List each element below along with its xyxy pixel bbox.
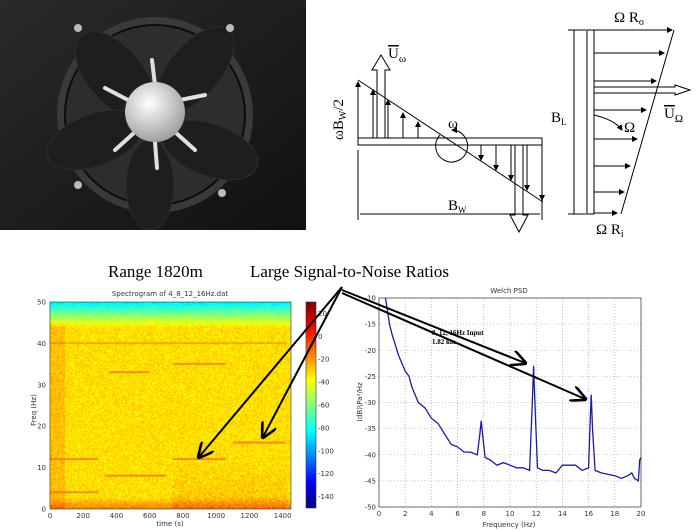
psd-ytick: -45 — [365, 477, 376, 485]
colorbar-tick: -40 — [318, 379, 329, 387]
spectrogram-ytick: 30 — [37, 381, 46, 389]
spectrogram-ytick: 10 — [37, 464, 46, 472]
psd-xtick: 2 — [403, 510, 407, 518]
fan-hub — [125, 82, 185, 142]
omega-ro-label: Ω Ro — [614, 10, 644, 28]
colorbar-tick: -60 — [318, 402, 329, 410]
range-label: Range 1820m — [108, 262, 203, 281]
psd-xtick: 16 — [584, 510, 593, 518]
down-arrow — [509, 145, 529, 234]
psd-xtick: 12 — [532, 510, 541, 518]
psd-xtick: 6 — [455, 510, 460, 518]
psd-ytick: -40 — [365, 451, 376, 459]
spectrogram-ytick: 0 — [42, 506, 46, 514]
psd-title: Welch PSD — [490, 287, 527, 295]
psd-ytick: -50 — [365, 504, 376, 512]
velocity-diagram: Uω ωBW/2 ω BW BL Ω Ro Ω Ri UΩ Ω — [331, 10, 692, 240]
psd-chart: Welch PSD Frequency (Hz) (dB)\Pa²/Hz 0 2 4… — [356, 287, 646, 529]
psd-series-line — [384, 297, 642, 483]
spectrogram-xtick: 1400 — [274, 512, 292, 520]
colorbar-tick: 20 — [318, 310, 327, 318]
psd-xtick: 0 — [377, 510, 381, 518]
bl-label: BL — [551, 110, 567, 127]
u-Omega-arrow — [594, 84, 692, 96]
blade-plate — [357, 137, 543, 146]
colorbar-tick: 0 — [318, 333, 322, 341]
psd-ytick: -30 — [365, 399, 376, 407]
psd-note-2: 1.82 km — [432, 338, 456, 346]
blade-side — [586, 29, 595, 215]
psd-xtick: 8 — [482, 510, 486, 518]
psd-xtick: 4 — [429, 510, 434, 518]
psd-xlabel: Frequency (Hz) — [483, 521, 536, 529]
u-Omega-label: UΩ — [664, 106, 683, 125]
omega-ri-label: Ω Ri — [596, 222, 624, 240]
psd-ylabel: (dB)\Pa²/Hz — [356, 382, 364, 422]
spectrogram-xtick: 400 — [110, 512, 123, 520]
omega-label: ω — [448, 116, 458, 132]
colorbar-tick: -100 — [318, 447, 334, 455]
spectrogram-ylabel: Freq (Hz) — [30, 394, 38, 426]
spectrogram-xtick: 800 — [176, 512, 189, 520]
omega-rotation — [435, 127, 469, 163]
spectrogram-xtick: 1000 — [207, 512, 225, 520]
spectrogram-xtick: 600 — [143, 512, 156, 520]
psd-note-1: 8, 12, 16Hz Input — [432, 329, 484, 337]
colorbar-tick: -80 — [318, 424, 329, 432]
psd-ytick: -35 — [365, 425, 376, 433]
spectrogram-xtick: 200 — [77, 512, 90, 520]
spectrogram-ytick: 40 — [37, 340, 46, 348]
psd-ytick: -25 — [365, 373, 376, 381]
colorbar-tick: -140 — [318, 493, 334, 501]
spectrogram-xlabel: time (s) — [156, 520, 183, 528]
spectrogram-xtick: 1200 — [241, 512, 259, 520]
u-omega-label: Uω — [388, 46, 406, 65]
spectrogram-ytick: 20 — [37, 423, 46, 431]
spectrogram-xtick: 0 — [48, 512, 52, 520]
colorbar-tick: -120 — [318, 470, 334, 478]
psd-ytick: -20 — [365, 347, 376, 355]
spectrogram-axes: Spectrogram of 4_8_12_16Hz.dat time (s) … — [30, 290, 334, 528]
psd-ytick: -10 — [365, 295, 376, 303]
psd-xtick: 10 — [506, 510, 515, 518]
omega-bw2-label: ωBW/2 — [331, 99, 349, 140]
u-omega-arrow — [371, 54, 391, 138]
spectrogram-title: Spectrogram of 4_8_12_16Hz.dat — [112, 290, 229, 298]
fan-photo — [0, 0, 306, 230]
Omega-label: Ω — [624, 120, 635, 136]
psd-xtick: 20 — [637, 510, 646, 518]
bw-label: BW — [448, 198, 467, 215]
psd-ytick: -15 — [365, 321, 376, 329]
colorbar-tick: -20 — [318, 356, 329, 364]
spectrogram-ytick: 50 — [37, 299, 46, 307]
psd-xtick: 14 — [558, 510, 567, 518]
psd-xtick: 18 — [610, 510, 619, 518]
snr-label: Large Signal-to-Noise Ratios — [250, 262, 449, 281]
